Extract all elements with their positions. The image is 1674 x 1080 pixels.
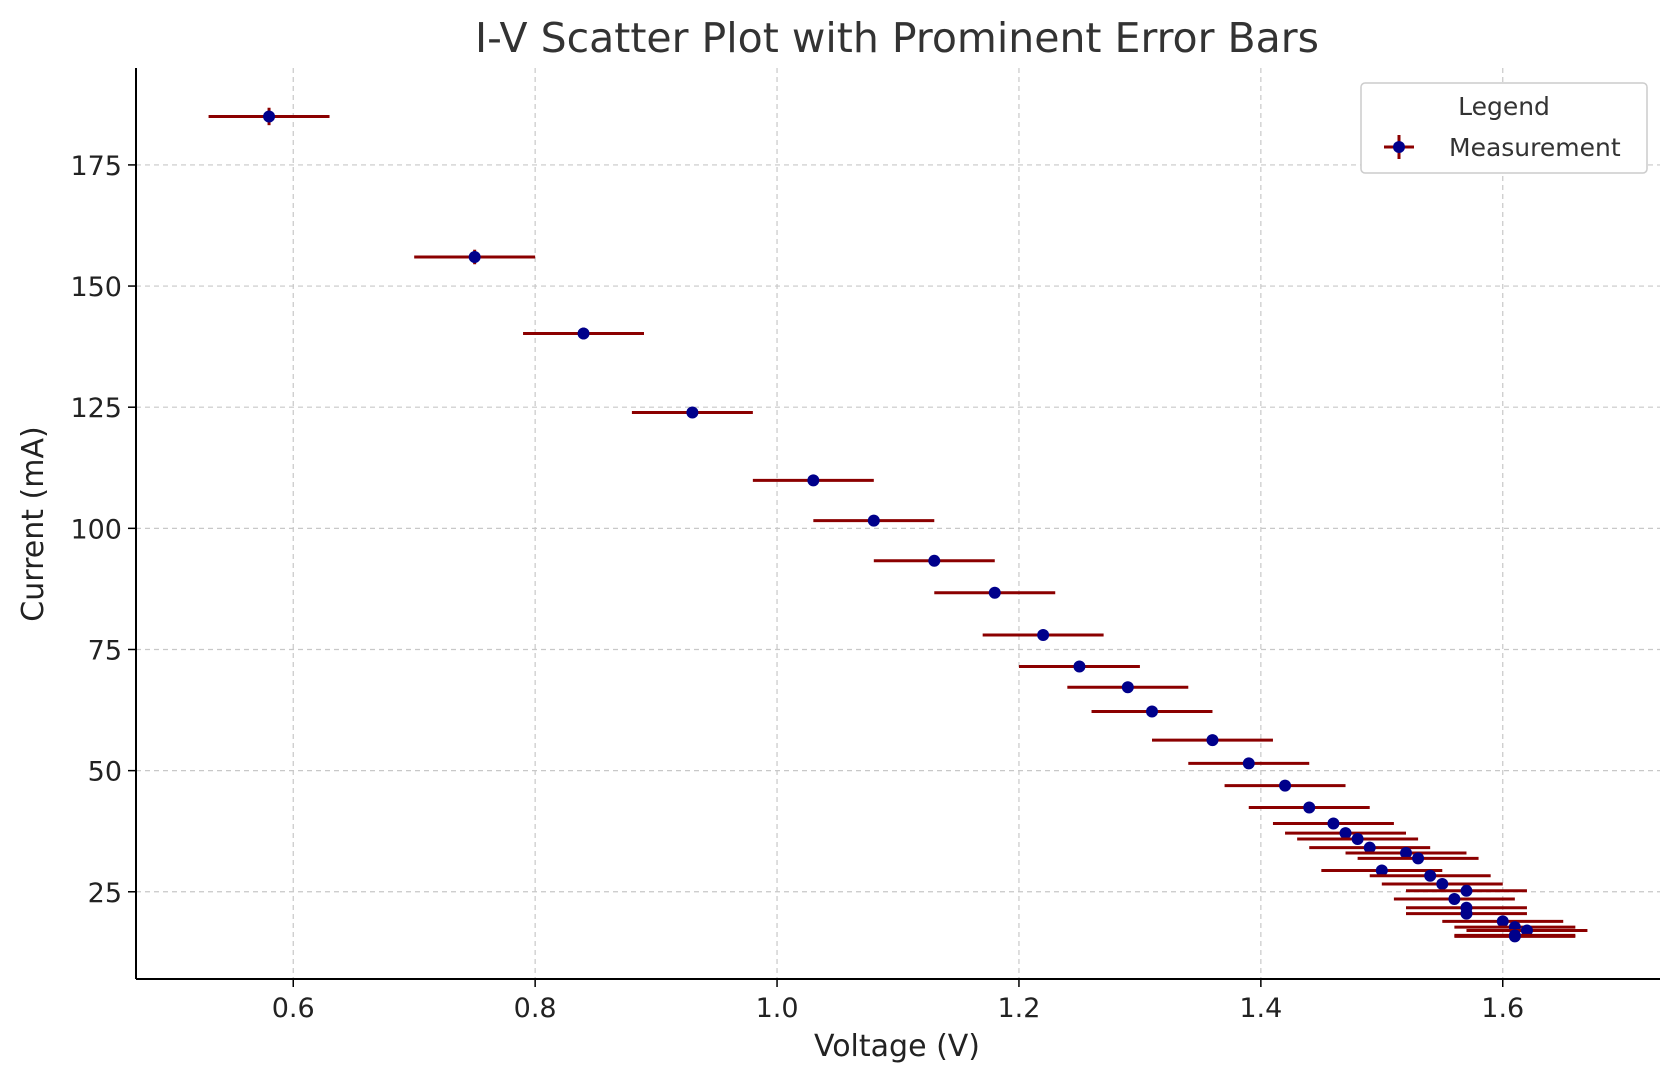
x-tick-label: 1.6 — [1481, 993, 1524, 1024]
data-point — [686, 406, 699, 419]
data-point — [1460, 907, 1473, 920]
data-point — [1436, 878, 1449, 891]
data-point — [1412, 852, 1425, 865]
chart-title: I-V Scatter Plot with Prominent Error Ba… — [475, 14, 1319, 62]
x-tick-label: 1.0 — [756, 993, 799, 1024]
data-point — [577, 327, 590, 340]
data-point — [1242, 757, 1255, 770]
legend-title: Legend — [1458, 92, 1550, 121]
y-tick-label: 100 — [70, 514, 122, 545]
measurement-series — [208, 107, 1588, 943]
data-point — [1303, 801, 1316, 814]
y-tick-label: 75 — [88, 635, 122, 666]
axes — [135, 68, 1660, 980]
data-point — [1339, 827, 1352, 840]
data-point — [263, 110, 276, 123]
data-point — [1448, 893, 1461, 906]
data-point — [867, 514, 880, 527]
data-point — [928, 554, 941, 567]
data-point — [988, 586, 1001, 599]
data-point — [1363, 841, 1376, 854]
data-point — [1520, 924, 1533, 937]
y-tick-label: 175 — [70, 151, 122, 182]
y-axis-label: Current (mA) — [16, 426, 51, 621]
data-point — [1037, 628, 1050, 641]
data-point — [1121, 681, 1134, 694]
data-point — [1400, 847, 1412, 860]
legend-box — [1360, 82, 1648, 174]
data-point — [1351, 832, 1364, 845]
x-tick-label: 1.4 — [1239, 993, 1282, 1024]
data-point — [1206, 734, 1219, 747]
data-point — [1508, 930, 1521, 943]
data-point — [1460, 884, 1473, 897]
y-tick-label: 25 — [88, 878, 122, 909]
x-tick-label: 0.8 — [514, 993, 557, 1024]
data-point — [1424, 869, 1437, 882]
grid-lines — [136, 68, 1660, 979]
x-tick-label: 1.2 — [997, 993, 1040, 1024]
data-point — [1146, 705, 1158, 718]
data-point — [1327, 817, 1340, 830]
x-axis-label: Voltage (V) — [814, 1029, 980, 1064]
data-point — [807, 474, 820, 487]
data-point — [1279, 779, 1292, 792]
y-tick-label: 125 — [70, 393, 122, 424]
data-point — [1073, 660, 1086, 673]
data-point — [1496, 915, 1509, 928]
legend-entry-measurement: Measurement — [1449, 133, 1621, 162]
x-tick-label: 0.6 — [272, 993, 315, 1024]
data-point — [468, 250, 481, 263]
legend-marker-icon — [1384, 135, 1414, 159]
y-ticks: 25 50 75 100 125 150 175 — [70, 151, 136, 909]
y-tick-label: 50 — [88, 757, 122, 788]
y-tick-label: 150 — [70, 272, 122, 303]
x-ticks: 0.6 0.8 1.0 1.2 1.4 1.6 — [272, 979, 1524, 1024]
legend: Legend Measurement — [1360, 82, 1648, 174]
data-point — [1375, 864, 1388, 877]
